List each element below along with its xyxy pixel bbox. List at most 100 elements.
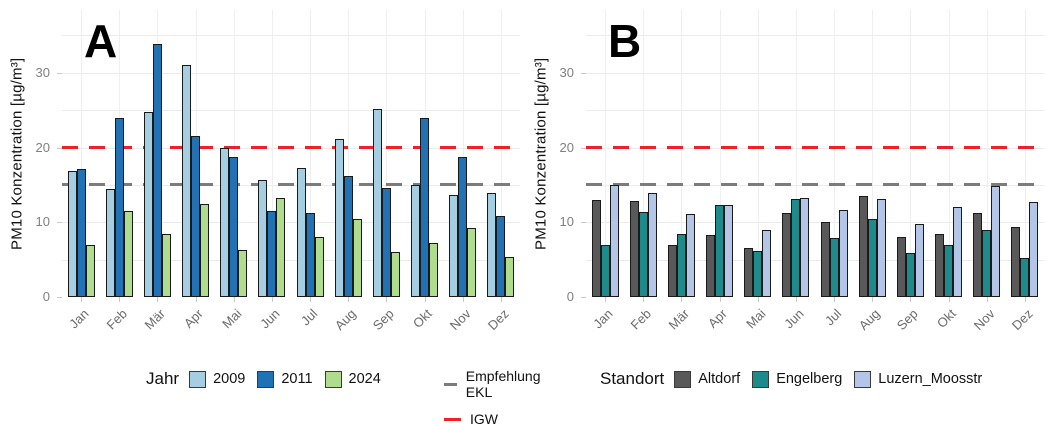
bar-2024-Sep	[390, 252, 400, 297]
y-tick-mark	[57, 72, 62, 74]
bar-Altdorf-Dez	[1011, 226, 1021, 297]
line-legend-item-empfehlung-ekl: Empfehlung EKL	[444, 368, 545, 400]
x-tick-mark	[119, 297, 121, 302]
gridline-v	[986, 10, 988, 297]
bar-Luzern_Moosstr-Aug	[876, 199, 886, 297]
x-tick-mark	[500, 297, 502, 302]
bar-Altdorf-Sep	[896, 236, 906, 297]
gridline-v	[719, 10, 721, 297]
gridline-v	[757, 10, 759, 297]
legend-item-label: 2009	[213, 371, 246, 387]
x-tick-label: Feb	[627, 306, 654, 333]
bar-Luzern_Moosstr-Dez	[1029, 202, 1039, 297]
bar-2011-Jun	[267, 211, 277, 297]
legend-swatch	[674, 370, 692, 388]
dash-key	[444, 417, 461, 421]
x-tick-mark	[1024, 297, 1026, 302]
gridline-v	[233, 10, 235, 297]
x-tick-label: Nov	[446, 306, 474, 333]
dash-key	[444, 382, 457, 386]
legend-swatch	[324, 370, 342, 388]
gridline-h	[586, 35, 1044, 37]
x-tick-mark	[795, 297, 797, 302]
bar-Altdorf-Nov	[973, 213, 983, 297]
bar-2024-Feb	[123, 211, 133, 297]
x-tick-mark	[81, 297, 83, 302]
bar-Engelberg-Mär	[676, 234, 686, 297]
ref-line-legend: Empfehlung EKL IGW	[444, 368, 545, 424]
panel-a: A PM10 Konzentration [µg/m³] 0 10 20 30 Jan…	[0, 0, 540, 424]
bar-Altdorf-Jul	[820, 221, 830, 297]
bar-Altdorf-Apr	[706, 235, 716, 297]
x-tick-label: Mär	[141, 306, 169, 333]
bar-Engelberg-Jun	[791, 199, 801, 297]
bar-Luzern_Moosstr-Okt	[953, 207, 963, 297]
bar-2011-Jul	[305, 213, 315, 297]
x-tick-label: Mai	[218, 306, 245, 332]
x-tick-label: Jul	[298, 306, 321, 329]
bar-2009-Okt	[411, 184, 421, 297]
ref-line-igw	[62, 146, 520, 149]
x-tick-label: Jan	[590, 306, 616, 332]
bar-2009-Jan	[67, 171, 77, 297]
gridline-h	[586, 259, 1044, 261]
gridline-h	[62, 259, 520, 261]
bar-Engelberg-Mai	[753, 251, 763, 297]
gridline-h	[586, 72, 1044, 74]
x-tick-mark	[424, 297, 426, 302]
y-tick-label: 10	[35, 214, 50, 230]
panel-a-legend-title: Jahr	[146, 369, 180, 388]
bar-2011-Jan	[76, 169, 86, 297]
gridline-v	[81, 10, 83, 297]
bar-Engelberg-Nov	[982, 229, 992, 297]
x-tick-label: Jun	[257, 306, 283, 332]
gridline-v	[795, 10, 797, 297]
gridline-v	[872, 10, 874, 297]
line-legend-item-igw: IGW	[444, 411, 545, 424]
legend-item-Altdorf: Altdorf	[674, 370, 740, 388]
x-tick-mark	[348, 297, 350, 302]
gridline-h	[586, 110, 1044, 112]
panel-b-plot-area	[586, 10, 1044, 297]
y-tick-mark	[581, 72, 586, 74]
bar-2009-Jun	[258, 180, 268, 297]
panel-a-fill-legend: Jahr 2009 2011 2024	[146, 369, 381, 389]
y-tick-label: 0	[42, 289, 50, 304]
legend-swatch	[752, 370, 770, 388]
bar-Luzern_Moosstr-Jun	[800, 197, 810, 297]
y-tick-label: 20	[35, 139, 50, 155]
bar-Luzern_Moosstr-Sep	[914, 223, 924, 297]
bar-2011-Mai	[229, 156, 239, 297]
y-tick-mark	[57, 222, 62, 224]
legend-item-2024: 2024	[324, 370, 381, 388]
bar-Luzern_Moosstr-Jul	[838, 210, 848, 297]
bar-2009-Feb	[105, 188, 115, 297]
panel-a-y-tick-labels: 0 10 20 30	[0, 10, 52, 304]
bar-2024-Nov	[467, 228, 477, 297]
x-tick-mark	[310, 297, 312, 302]
bar-2011-Aug	[343, 175, 353, 297]
y-tick-label: 0	[566, 289, 574, 304]
bar-2011-Dez	[496, 216, 506, 297]
bar-2024-Jul	[314, 237, 324, 297]
bar-Luzern_Moosstr-Mär	[685, 214, 695, 297]
x-tick-mark	[834, 297, 836, 302]
ref-line-ekl	[62, 183, 520, 187]
bar-Luzern_Moosstr-Nov	[991, 186, 1001, 297]
x-tick-label: Nov	[970, 306, 998, 333]
panel-b-legend-items: Altdorf Engelberg Luzern_Moosstr	[674, 370, 982, 388]
bar-2024-Okt	[429, 243, 439, 297]
line-legend-label: Empfehlung EKL	[465, 368, 541, 400]
x-tick-label: Okt	[934, 306, 960, 331]
y-tick-mark	[581, 222, 586, 224]
gridline-v	[462, 10, 464, 297]
bar-2024-Apr	[200, 203, 210, 297]
bar-2011-Mär	[152, 44, 162, 297]
x-tick-mark	[605, 297, 607, 302]
y-tick-label: 20	[559, 139, 574, 155]
bar-Altdorf-Aug	[858, 196, 868, 297]
x-tick-mark	[986, 297, 988, 302]
x-tick-label: Mär	[665, 306, 693, 333]
bar-2009-Dez	[487, 193, 497, 297]
bar-2009-Mai	[220, 147, 230, 297]
